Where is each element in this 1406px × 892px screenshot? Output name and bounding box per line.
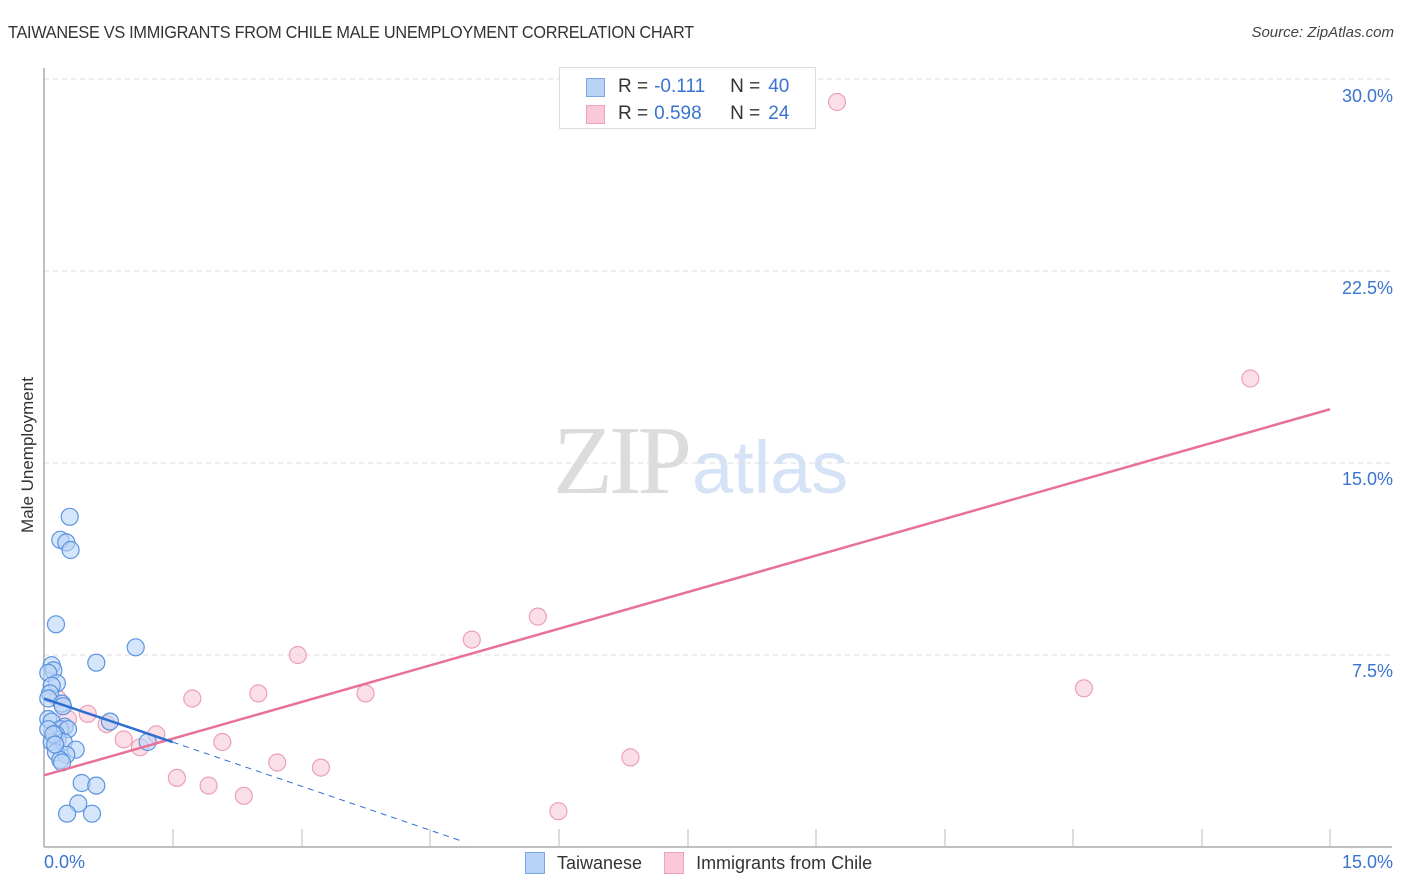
stats-legend: R = -0.111 N = 40 R = 0.598 N = 24: [559, 67, 816, 129]
data-point: [249, 684, 268, 703]
data-point: [199, 776, 218, 795]
data-point: [549, 802, 568, 821]
data-point: [167, 768, 186, 788]
chile-points: [48, 92, 1260, 821]
data-point: [1074, 679, 1094, 698]
data-point: [462, 630, 481, 649]
y-tick-22-5: 22.5%: [1341, 278, 1393, 298]
x-tick-15: 15.0%: [1341, 852, 1393, 872]
r-value: 0.598: [654, 103, 702, 124]
trend-lines: [43, 408, 1331, 843]
taiwanese-points: [39, 507, 157, 823]
taiwanese-trend-extension: [172, 741, 465, 843]
data-point: [60, 507, 79, 526]
n-label: N =: [730, 76, 761, 97]
legend-label: Immigrants from Chile: [696, 852, 873, 873]
data-point: [46, 615, 66, 634]
x-tick-marks: [172, 829, 1331, 847]
gridlines: [44, 78, 1392, 656]
y-tick-15: 15.0%: [1341, 469, 1393, 489]
series-legend: Taiwanese Immigrants from Chile: [525, 852, 894, 874]
data-point: [268, 753, 287, 772]
data-point: [183, 689, 202, 708]
data-point: [213, 732, 232, 752]
data-point: [528, 607, 547, 626]
data-point: [82, 804, 102, 823]
data-point: [69, 794, 88, 813]
data-point: [45, 735, 65, 754]
legend-label: Taiwanese: [557, 852, 643, 873]
n-value: 24: [768, 103, 790, 124]
data-point: [621, 748, 640, 767]
chile-swatch-icon: [664, 852, 685, 874]
data-point: [57, 804, 77, 823]
data-point: [114, 730, 133, 749]
taiwanese-trend-line: [43, 697, 174, 744]
r-value: -0.111: [654, 76, 706, 97]
legend-row-taiwanese: R = -0.111 N = 40: [586, 74, 789, 100]
data-point: [311, 758, 330, 777]
axes: [43, 68, 1392, 848]
data-point: [356, 684, 375, 703]
legend-item-chile[interactable]: Immigrants from Chile: [664, 852, 872, 874]
n-value: 40: [768, 76, 790, 97]
legend-row-chile: R = 0.598 N = 24: [586, 101, 789, 127]
chile-trend-line: [43, 408, 1331, 777]
data-point: [61, 540, 80, 560]
y-axis-label: Male Unemployment: [18, 377, 37, 533]
source-credit: Source: ZipAtlas.com: [1251, 24, 1394, 41]
y-tick-30: 30.0%: [1341, 86, 1393, 106]
legend-item-taiwanese[interactable]: Taiwanese: [525, 852, 642, 874]
data-point: [126, 638, 145, 657]
r-label: R =: [618, 76, 649, 97]
taiwanese-swatch-icon: [525, 852, 545, 874]
x-tick-0: 0.0%: [44, 852, 86, 872]
y-tick-7-5: 7.5%: [1351, 661, 1393, 681]
chile-swatch-icon: [586, 104, 605, 124]
data-point: [827, 92, 847, 112]
taiwanese-swatch-icon: [586, 77, 605, 97]
r-label: R =: [618, 103, 649, 124]
n-label: N =: [730, 103, 761, 124]
chart-title: TAIWANESE VS IMMIGRANTS FROM CHILE MALE …: [8, 22, 694, 42]
data-point: [87, 653, 106, 672]
data-point: [1241, 369, 1260, 388]
data-point: [87, 776, 106, 795]
data-point: [288, 645, 307, 665]
data-point: [234, 786, 253, 805]
